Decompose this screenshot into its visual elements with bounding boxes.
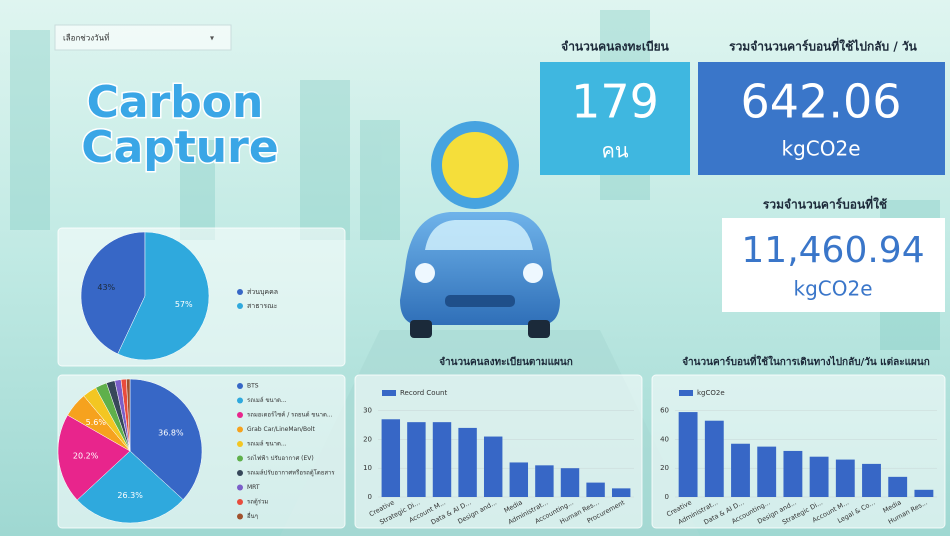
legend-swatch [237,426,243,433]
legend-swatch [679,390,693,396]
y-tick-label: 0 [665,493,669,501]
kpi-card [540,62,690,175]
pie-slice [57,414,131,501]
legend-swatch [237,289,243,295]
bar [458,427,477,497]
chart-title: จำนวนคนลงทะเบียนตามแผนก [439,356,573,368]
bar [407,422,426,497]
date-filter[interactable] [54,24,232,51]
bar [586,482,605,497]
bar [535,465,554,497]
kpi-unit: kgCO2e [781,137,860,161]
bar [704,420,724,497]
kpi-title: จำนวนคนลงทะเบียน [561,40,669,54]
y-tick-label: 40 [660,435,669,443]
legend-label: รถเมล์ ขนาด... [247,396,287,404]
pie-slice [76,450,184,524]
legend-swatch [237,441,243,447]
legend-swatch [237,412,243,418]
legend-label: ส่วนบุคคล [247,288,278,296]
y-tick-label: 20 [660,464,669,472]
bar [862,463,881,497]
bar [432,422,452,497]
kpi-value: 11,460.94 [741,230,924,271]
slice-label: 26.3% [117,491,143,500]
legend-label: รถไฟฟ้า ปรับอากาศ (EV) [247,454,314,462]
legend-label: kgCO2e [697,389,725,397]
kpi-card [722,218,945,312]
legend-swatch [237,484,243,491]
kpi-title: รวมจำนวนคาร์บอนที่ใช้ [763,196,887,212]
dropdown-arrow: ▾ [210,34,214,43]
bar [757,446,777,497]
legend-label: รถเมล์ ขนาด... [247,440,287,448]
legend-swatch [237,470,243,476]
y-tick-label: 20 [363,435,372,443]
pie-slice [117,231,210,361]
legend-swatch [382,390,396,396]
bar [783,450,803,497]
y-tick-label: 0 [368,493,372,501]
legend-swatch [237,303,243,309]
legend-label: BTS [247,383,259,390]
legend-swatch [237,513,243,520]
legend-label: สาธารณะ [247,302,278,310]
pie-slice [129,378,203,500]
legend-label: Record Count [400,389,447,397]
legend-label: MRT [247,484,260,491]
kpi-value: 179 [571,75,659,129]
pie-slice [126,378,131,452]
bar [560,468,580,497]
slice-label: 57% [175,300,193,309]
kpi-value: 642.06 [741,75,902,129]
bar [731,443,750,497]
bar [678,412,698,497]
kpi-title: รวมจำนวนคาร์บอนที่ใช้ไปกลับ / วัน [729,38,918,54]
slice-label: 43% [97,283,115,292]
pie-slice [80,231,146,355]
bar [381,419,401,497]
legend-label: รถมอเตอร์ไซค์ / รถยนต์ ขนาด... [247,411,333,419]
bar [888,476,908,497]
kpi-card [698,62,945,175]
bar [611,488,631,497]
legend-swatch [237,455,243,462]
kpi-unit: kgCO2e [793,277,872,301]
bar [914,489,934,497]
legend-label: รถเมล์ปรับอากาศหรือรถตู้โดยสาร [247,469,335,477]
slice-label: 20.2% [73,452,99,461]
logo-line: Carbon [87,77,264,128]
y-tick-label: 10 [363,464,372,472]
bar [483,436,503,497]
bar [809,456,829,497]
bar [835,459,855,497]
legend-label: อื่นๆ [247,512,258,520]
logo-line: Capture [81,122,278,173]
legend-swatch [237,383,243,389]
legend-label: รถตู้ร่วม [247,499,268,506]
chart-title: จำนวนคาร์บอนที่ใช้ในการเดินทางไปกลับ/วัน… [682,354,930,368]
car [400,212,560,338]
sun [442,132,508,198]
bar [509,462,529,497]
date-filter-label: เลือกช่วงวันที่ [63,32,109,43]
slice-label: 5.6% [86,418,107,427]
legend-swatch [237,397,243,404]
legend-label: Grab Car/LineMan/Bolt [247,426,315,433]
slice-label: 36.8% [158,429,184,438]
legend-swatch [237,499,243,505]
kpi-unit: คน [601,139,628,163]
y-tick-label: 60 [660,407,669,415]
y-tick-label: 30 [363,407,372,415]
